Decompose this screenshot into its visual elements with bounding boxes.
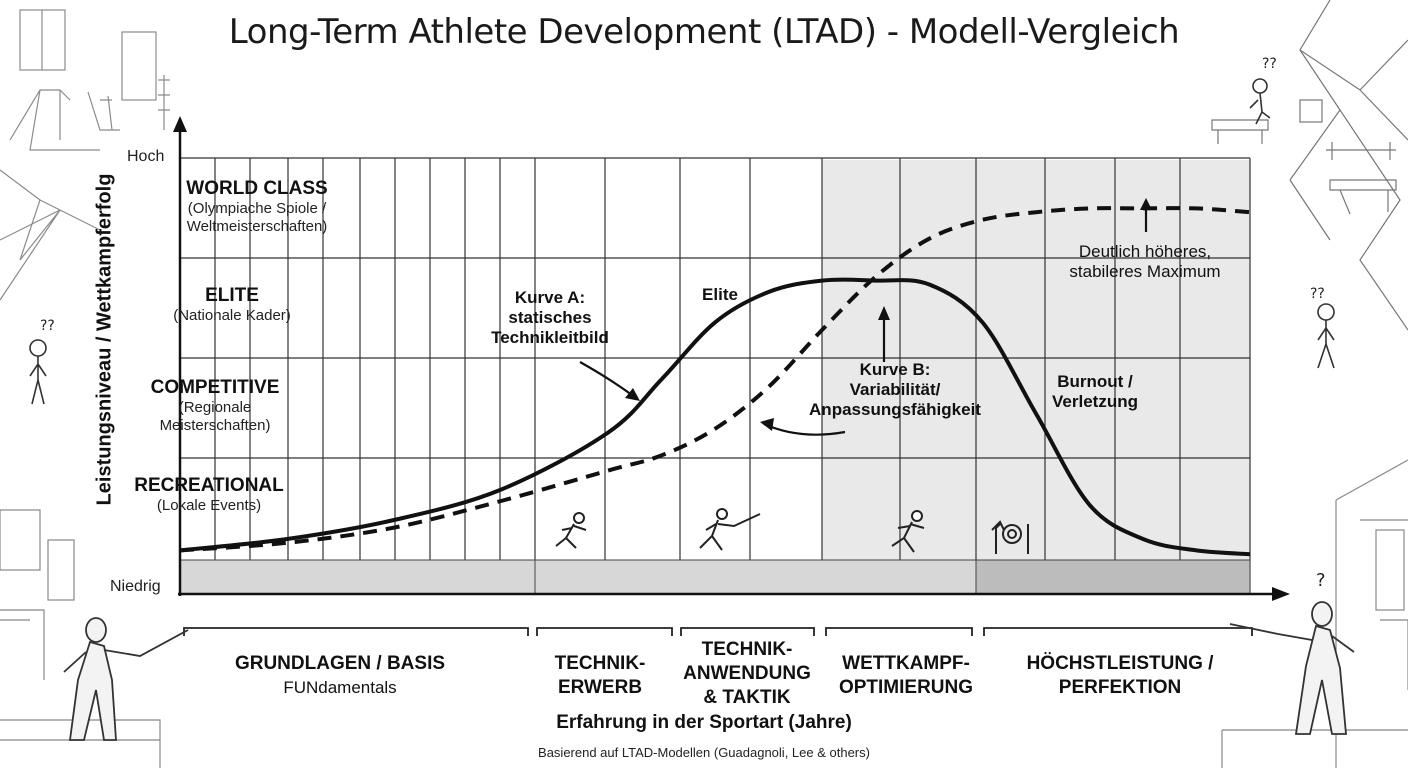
phase-technik-anwendung: TECHNIK- ANWENDUNG & TAKTIK <box>677 638 817 710</box>
level-sub: (Olympiache Spiole / <box>187 200 327 217</box>
fencer-icon <box>699 508 761 551</box>
chart-title: Long-Term Athlete Development (LTAD) - M… <box>228 12 1180 52</box>
x-axis-label: Erfahrung in der Sportart (Jahre) <box>556 712 852 733</box>
annotation-line: Variabilität/ <box>849 380 941 399</box>
annotation-line: Verletzung <box>1052 392 1138 411</box>
phase-technik-erwerb: TECHNIK- ERWERB <box>540 652 660 700</box>
gym-sketch-top-left <box>0 9 170 301</box>
annotation-line: statisches <box>508 308 592 327</box>
phase-label: WETTKAMPF- <box>842 653 970 674</box>
annotation-line: Deutlich höheres, <box>1078 242 1212 261</box>
level-sub: (Regionale <box>178 399 252 416</box>
runner-icon <box>555 512 587 549</box>
phase-label: GRUNDLAGEN / BASIS <box>234 653 446 674</box>
level-sub: (Nationale Kader) <box>173 307 291 324</box>
svg-text:?: ? <box>1316 570 1326 591</box>
y-axis-arrow <box>173 116 187 132</box>
level-world-class: WORLD CLASS (Olympiache Spiole / Weltmei… <box>152 178 362 236</box>
level-name: RECREATIONAL <box>134 475 284 496</box>
annotation-line: Technikleitbild <box>491 328 609 347</box>
phase-label: ANWENDUNG <box>683 663 811 684</box>
level-name: COMPETITIVE <box>150 377 280 398</box>
series-curve-a <box>179 277 1251 557</box>
series-curve-b <box>179 206 1251 553</box>
question-marks: ?? ?? ?? ? <box>40 56 1326 591</box>
phase-sub: FUNdamentals <box>283 678 397 697</box>
phase-brackets <box>183 627 1253 636</box>
annotation-line: Burnout / <box>1057 372 1133 391</box>
level-elite: ELITE (Nationale Kader) <box>127 285 337 325</box>
x-axis-arrow <box>1272 587 1290 601</box>
annotation-line: Anpassungsfähigkeit <box>809 400 981 419</box>
phase-label: PERFEKTION <box>1058 677 1182 698</box>
phase-label: OPTIMIERUNG <box>838 677 974 698</box>
level-sub: Weltmeisterschaften) <box>186 218 328 235</box>
room-sketch-bottom-left <box>0 509 161 768</box>
phase-label: & TAKTIK <box>703 687 791 708</box>
y-tick-hoch: Hoch <box>127 148 165 165</box>
y-axis-label: Leistungsniveau / Wettkampferfolg <box>93 173 116 506</box>
phase-label: TECHNIK- <box>701 639 793 660</box>
annotation-curve-a: Kurve A: statisches Technikleitbild <box>470 288 630 348</box>
annotation-line: stabileres Maximum <box>1069 262 1221 281</box>
fencer-left-sketch <box>63 617 189 741</box>
annotation-line: Kurve A: <box>514 288 586 307</box>
level-name: ELITE <box>205 285 259 306</box>
stick-figure-right <box>1317 303 1335 369</box>
phase-band-a <box>179 559 977 595</box>
level-name: WORLD CLASS <box>186 178 328 199</box>
annotation-maximum: Deutlich höheres, stabileres Maximum <box>1050 242 1240 282</box>
stick-figure-bench <box>1249 78 1271 125</box>
svg-text:??: ?? <box>1262 56 1277 72</box>
y-tick-niedrig: Niedrig <box>110 578 161 595</box>
level-competitive: COMPETITIVE (Regionale Meisterschaften) <box>110 377 320 435</box>
phase-label: TECHNIK- <box>554 653 646 674</box>
annotation-line: Kurve B: <box>859 360 931 379</box>
source-note: Basierend auf LTAD-Modellen (Guadagnoli,… <box>538 745 870 760</box>
svg-text:??: ?? <box>1310 286 1325 302</box>
phase-hoechstleistung: HÖCHSTLEISTUNG / PERFEKTION <box>1010 652 1230 700</box>
target-podium-icon <box>991 520 1029 554</box>
stick-figure-left <box>29 339 47 405</box>
sprinter-icon <box>891 510 925 553</box>
phase-wettkampf: WETTKAMPF- OPTIMIERUNG <box>826 652 986 700</box>
svg-text:??: ?? <box>40 318 55 334</box>
arrow-heads <box>625 198 1152 431</box>
gym-sketch-top-right <box>1211 0 1408 331</box>
phase-grundlagen: GRUNDLAGEN / BASIS FUNdamentals <box>220 652 460 700</box>
phase-label: HÖCHSTLEISTUNG / <box>1026 653 1214 674</box>
phase-label: ERWERB <box>557 677 643 698</box>
level-sub: (Lokale Events) <box>156 497 262 514</box>
grid <box>180 157 1251 594</box>
level-recreational: RECREATIONAL (Lokale Events) <box>104 475 314 515</box>
level-sub: Meisterschaften) <box>159 417 271 434</box>
phase-band-b <box>975 559 1251 595</box>
plateau-shade <box>822 160 1250 560</box>
annotation-burnout: Burnout / Verletzung <box>1035 372 1155 412</box>
annotation-curve-b: Kurve B: Variabilität/ Anpassungsfähigke… <box>795 360 995 420</box>
annotation-elite: Elite <box>702 285 738 304</box>
fencer-right-sketch <box>1229 601 1355 735</box>
